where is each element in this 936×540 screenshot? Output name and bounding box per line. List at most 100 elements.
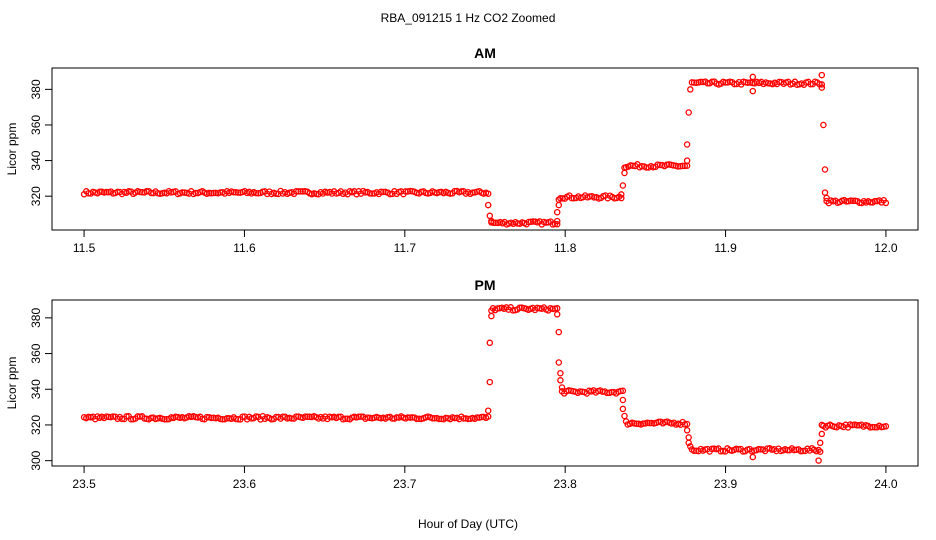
- data-point: [406, 187, 414, 195]
- data-point: [413, 415, 421, 423]
- data-point: [618, 191, 625, 198]
- data-point: [687, 443, 694, 450]
- data-point: [529, 218, 537, 225]
- data-point: [821, 166, 829, 173]
- data-point: [882, 199, 890, 207]
- data-point: [306, 413, 313, 421]
- data-point: [619, 396, 627, 404]
- data-point: [217, 415, 224, 423]
- data-point: [252, 189, 260, 197]
- x-tick-label: 11.9: [714, 241, 737, 255]
- data-point: [553, 217, 561, 225]
- data-point: [127, 415, 135, 423]
- data-point: [203, 413, 211, 421]
- data-point: [557, 195, 564, 202]
- data-point: [749, 87, 757, 95]
- data-point: [232, 415, 240, 423]
- data-point: [679, 162, 686, 170]
- data-point: [688, 79, 696, 86]
- data-point: [179, 189, 186, 196]
- x-tick-label: 11.5: [73, 241, 96, 255]
- data-point: [386, 190, 394, 198]
- data-point: [677, 162, 684, 170]
- data-point: [525, 218, 532, 226]
- data-point: [818, 430, 826, 438]
- figure-title: RBA_091215 1 Hz CO2 Zoomed: [381, 11, 556, 25]
- data-point: [380, 188, 387, 196]
- data-point: [646, 419, 653, 427]
- data-point: [292, 188, 300, 195]
- data-point: [123, 413, 130, 420]
- data-point: [555, 328, 563, 336]
- data-point: [488, 307, 495, 314]
- data-point: [134, 413, 141, 420]
- data-point: [484, 201, 492, 209]
- data-point: [555, 196, 563, 203]
- data-points: [80, 71, 890, 228]
- data-point: [619, 405, 627, 413]
- data-point: [406, 414, 414, 421]
- y-tick-label: 300: [29, 450, 43, 470]
- data-point: [697, 78, 705, 86]
- x-tick-label: 23.6: [233, 477, 257, 491]
- data-point: [486, 378, 494, 386]
- x-tick-label: 11.7: [394, 241, 417, 255]
- data-points: [80, 304, 890, 464]
- data-point: [685, 439, 692, 447]
- data-point: [516, 304, 523, 312]
- data-point: [816, 439, 824, 447]
- data-point: [557, 369, 564, 377]
- data-point: [619, 182, 627, 189]
- x-tick-label: 11.6: [233, 241, 256, 255]
- data-point: [484, 407, 492, 414]
- data-point: [366, 190, 374, 197]
- data-point: [304, 413, 311, 421]
- data-point: [818, 71, 826, 79]
- data-point: [553, 208, 561, 216]
- data-point: [816, 448, 824, 455]
- panel-title: AM: [474, 45, 496, 61]
- data-point: [488, 217, 495, 225]
- data-point: [355, 413, 362, 420]
- y-axis-label: Licor ppm: [5, 357, 19, 410]
- data-point: [557, 377, 564, 384]
- data-point: [815, 457, 822, 464]
- panel-title: PM: [475, 277, 496, 293]
- data-point: [161, 415, 168, 423]
- data-point: [402, 188, 409, 195]
- data-point: [208, 190, 215, 197]
- data-point: [622, 418, 630, 425]
- data-point: [301, 413, 309, 420]
- data-point: [404, 414, 412, 421]
- data-point: [818, 81, 826, 88]
- data-point: [469, 189, 476, 196]
- data-point: [230, 188, 237, 196]
- data-point: [749, 73, 757, 81]
- data-point: [797, 447, 805, 455]
- data-point: [681, 162, 689, 170]
- data-point: [619, 387, 627, 395]
- data-point: [435, 415, 443, 423]
- data-point: [484, 413, 492, 420]
- data-point: [818, 84, 826, 91]
- data-point: [553, 311, 561, 318]
- y-tick-label: 360: [29, 343, 43, 363]
- data-point: [843, 198, 850, 205]
- x-tick-label: 24.0: [874, 477, 898, 491]
- data-point: [429, 414, 436, 422]
- data-point: [633, 420, 640, 427]
- data-point: [555, 359, 563, 366]
- data-point: [105, 413, 112, 421]
- x-tick-label: 23.7: [393, 477, 417, 491]
- x-tick-label: 23.8: [554, 477, 578, 491]
- y-axis-label: Licor ppm: [5, 123, 19, 176]
- y-tick-label: 380: [29, 308, 43, 328]
- data-point: [568, 194, 575, 202]
- plot-frame: [51, 67, 919, 231]
- y-tick-label: 340: [29, 150, 43, 170]
- data-point: [621, 164, 628, 171]
- y-tick-label: 360: [29, 115, 43, 135]
- x-tick-label: 23.9: [714, 477, 738, 491]
- data-point: [744, 79, 752, 86]
